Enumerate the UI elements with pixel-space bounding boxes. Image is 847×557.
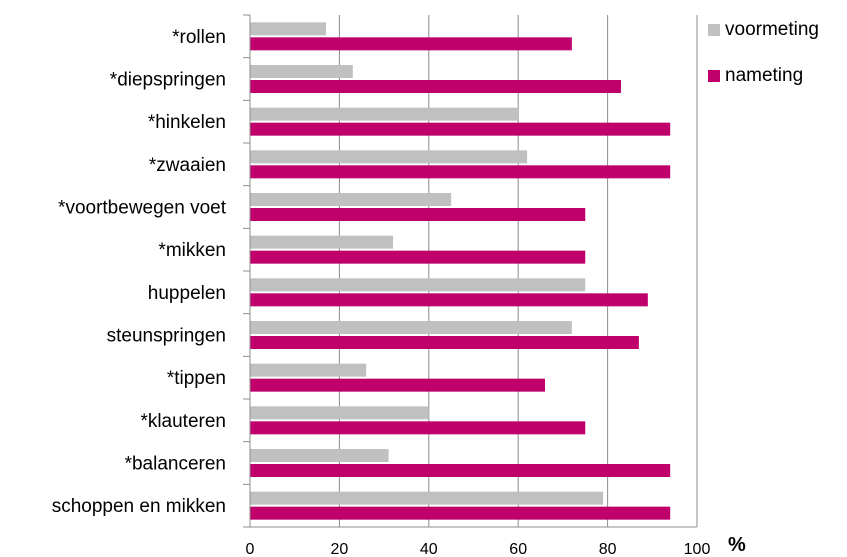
- bar-nameting: [250, 165, 671, 179]
- category-label: *mikken: [158, 240, 226, 261]
- bar-nameting: [250, 336, 639, 349]
- category-label: *balanceren: [125, 454, 226, 475]
- bars: [250, 22, 671, 520]
- bar-nameting: [250, 293, 648, 307]
- x-tick-label: 100: [684, 541, 711, 557]
- category-label: *rollen: [172, 27, 226, 48]
- legend-swatch-nameting: [708, 70, 720, 82]
- bar-nameting: [250, 37, 572, 51]
- category-label: *voortbewegen voet: [58, 198, 227, 219]
- x-tick-label: 60: [509, 541, 527, 557]
- bar-voormeting: [250, 150, 528, 164]
- bar-voormeting: [250, 193, 452, 206]
- bar-nameting: [250, 208, 586, 221]
- x-tick-label: 0: [246, 541, 255, 557]
- category-label: *klauteren: [140, 411, 226, 432]
- bar-nameting: [250, 80, 622, 93]
- bar-nameting: [250, 464, 671, 477]
- category-label: steunspringen: [107, 326, 226, 347]
- legend-label: voormeting: [725, 19, 819, 40]
- bar-voormeting: [250, 449, 389, 462]
- bar-voormeting: [250, 406, 429, 420]
- category-label: *tippen: [167, 368, 226, 389]
- x-tick-label: 40: [420, 541, 438, 557]
- bar-nameting: [250, 506, 671, 520]
- bar-voormeting: [250, 22, 326, 36]
- x-tick-label: 20: [331, 541, 349, 557]
- x-tick-label: 80: [599, 541, 617, 557]
- legend-label: nameting: [725, 65, 803, 86]
- category-label: *diepspringen: [110, 70, 226, 91]
- category-label: huppelen: [148, 283, 226, 304]
- x-tick-labels: 0 20 40 60 80 100: [246, 541, 711, 557]
- legend: voormeting nameting: [708, 19, 819, 86]
- x-unit-label: %: [728, 534, 746, 556]
- gridlines: [338, 15, 698, 527]
- category-label: *zwaaien: [149, 155, 226, 176]
- category-label: schoppen en mikken: [52, 496, 226, 517]
- bar-voormeting: [250, 491, 604, 505]
- category-label: *hinkelen: [148, 112, 226, 133]
- bar-voormeting: [250, 235, 394, 249]
- category-labels: *rollen *diepspringen *hinkelen *zwaaien *vo…: [52, 27, 227, 517]
- bar-nameting: [250, 421, 586, 435]
- bar-voormeting: [250, 107, 519, 121]
- bar-nameting: [250, 378, 546, 392]
- bar-voormeting: [250, 321, 572, 334]
- bar-voormeting: [250, 278, 586, 292]
- bar-nameting: [250, 250, 586, 264]
- axes: [243, 14, 697, 528]
- bar-voormeting: [250, 363, 367, 377]
- legend-swatch-voormeting: [708, 24, 720, 36]
- bar-nameting: [250, 122, 671, 136]
- bar-voormeting: [250, 65, 353, 78]
